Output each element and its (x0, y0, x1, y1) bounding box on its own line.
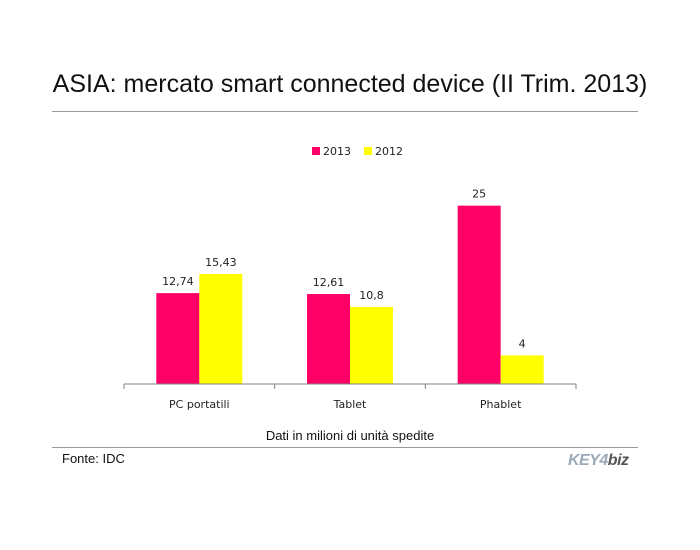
legend-label-2013: 2013 (323, 145, 351, 158)
key4biz-logo: KEY4biz (568, 452, 629, 470)
bar-chart: 2013 2012 12,74 15,43 PC portatili 12,61 10,8 T… (123, 145, 577, 411)
bar-2013-2 (457, 205, 501, 384)
logo-part-biz: biz (607, 452, 629, 469)
data-label-2013-1: 12,61 (313, 276, 345, 289)
footer-divider (52, 447, 638, 448)
bar-2013-1 (307, 294, 350, 384)
bar-2013-0 (156, 293, 200, 384)
category-label-0: PC portatili (169, 398, 230, 411)
chart-caption: Dati in milioni di unità spedite (265, 428, 435, 443)
category-label-2: Phablet (480, 398, 522, 411)
data-label-2013-0: 12,74 (162, 275, 194, 288)
legend-label-2012: 2012 (375, 145, 403, 158)
data-label-2013-2: 25 (472, 188, 486, 201)
data-label-2012-1: 10,8 (359, 289, 384, 302)
page-title: ASIA: mercato smart connected device (II… (52, 70, 648, 98)
logo-part-key: KEY4 (568, 452, 608, 469)
title-divider (52, 111, 638, 112)
category-label-1: Tablet (333, 398, 367, 411)
bar-2012-1 (350, 306, 393, 384)
bar-2012-0 (199, 273, 243, 384)
legend-swatch-2013 (312, 147, 320, 155)
bar-2012-2 (500, 355, 544, 384)
source-note: Fonte: IDC (62, 451, 125, 466)
data-label-2012-2: 4 (519, 337, 526, 350)
legend-swatch-2012 (364, 147, 372, 155)
data-label-2012-0: 15,43 (205, 256, 237, 269)
